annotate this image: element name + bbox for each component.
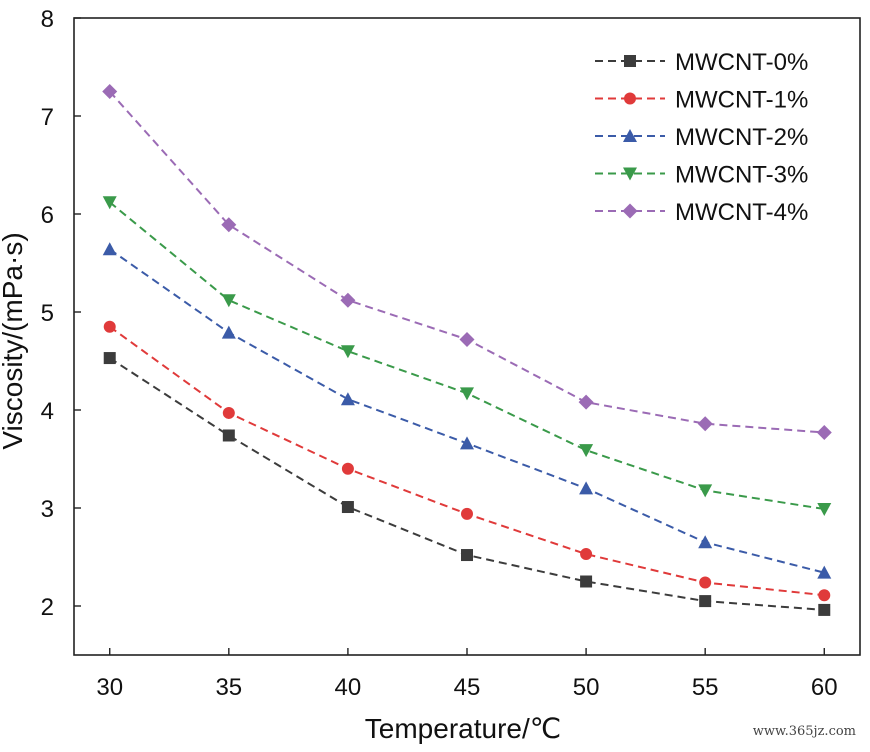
series-mwcnt-4 [102, 84, 832, 441]
y-axis-title: Viscosity/(mPa·s) [0, 232, 28, 449]
legend-item: MWCNT-0% [595, 49, 808, 76]
y-axis-ticks: 2 3 4 5 6 7 8 [41, 6, 81, 621]
x-tick-label: 60 [811, 674, 838, 701]
data-point [580, 575, 593, 588]
x-tick-label: 55 [692, 674, 719, 701]
legend-item: MWCNT-1% [595, 87, 808, 114]
series-mwcnt-2 [102, 242, 832, 579]
legend-marker [624, 92, 636, 105]
x-tick-label: 45 [454, 674, 481, 701]
y-tick-label: 3 [41, 496, 54, 523]
y-tick-label: 5 [41, 300, 54, 327]
watermark-text: www.365jz.com [746, 722, 862, 741]
data-point [699, 576, 712, 589]
data-point [340, 345, 355, 359]
data-point [817, 502, 832, 516]
data-point [579, 444, 594, 458]
data-point [579, 481, 594, 495]
data-point [102, 242, 117, 256]
legend-label: MWCNT-1% [675, 87, 808, 114]
series-layer [102, 84, 832, 616]
y-tick-label: 6 [41, 202, 54, 229]
legend-marker [622, 203, 638, 219]
data-point [221, 294, 236, 308]
series-mwcnt-3 [102, 196, 832, 516]
legend-label: MWCNT-0% [675, 49, 808, 76]
y-tick-label: 4 [41, 398, 54, 425]
data-point [578, 394, 594, 410]
series-line [109, 201, 825, 510]
x-axis-ticks: 30 35 40 45 50 55 60 [96, 648, 838, 701]
data-point [103, 320, 116, 333]
x-axis-title: Temperature/℃ [365, 713, 561, 744]
data-point [222, 429, 235, 442]
data-point [699, 595, 712, 608]
data-point [221, 325, 236, 339]
x-tick-label: 30 [96, 674, 123, 701]
data-point [817, 565, 832, 579]
data-point [103, 352, 116, 365]
legend-label: MWCNT-2% [675, 124, 808, 151]
data-point [816, 425, 832, 441]
data-point [698, 484, 713, 498]
data-point [341, 501, 354, 514]
legend-marker [623, 129, 637, 142]
data-point [341, 462, 354, 475]
x-tick-label: 40 [335, 674, 362, 701]
data-point [222, 406, 235, 419]
data-point [460, 436, 474, 450]
data-point [698, 535, 713, 549]
legend-item: MWCNT-3% [595, 162, 808, 189]
series-line [109, 248, 825, 574]
data-point [340, 392, 355, 406]
data-point [461, 507, 473, 520]
y-tick-label: 8 [41, 6, 54, 33]
data-point [818, 603, 831, 616]
series-mwcnt-0 [103, 352, 831, 616]
data-point [340, 292, 356, 308]
legend-label: MWCNT-3% [675, 162, 808, 189]
legend-label: MWCNT-4% [675, 199, 808, 226]
data-point [102, 84, 118, 99]
x-tick-label: 35 [215, 674, 242, 701]
data-point [459, 331, 475, 347]
data-point [697, 416, 713, 432]
y-tick-label: 7 [41, 104, 54, 131]
legend-marker [624, 55, 636, 67]
data-point [102, 196, 117, 210]
data-point [460, 387, 474, 401]
legend-item: MWCNT-4% [595, 199, 808, 226]
data-point [461, 549, 473, 562]
data-point [580, 548, 593, 561]
legend-item: MWCNT-2% [595, 124, 808, 151]
data-point [818, 589, 831, 602]
legend-marker [623, 167, 637, 181]
x-tick-label: 50 [573, 674, 600, 701]
series-mwcnt-1 [103, 320, 831, 602]
legend: MWCNT-0% MWCNT-1% MWCNT-2% MWCNT-3% MWCNT-4% [595, 49, 808, 226]
data-point [221, 217, 237, 233]
y-tick-label: 2 [41, 594, 54, 621]
